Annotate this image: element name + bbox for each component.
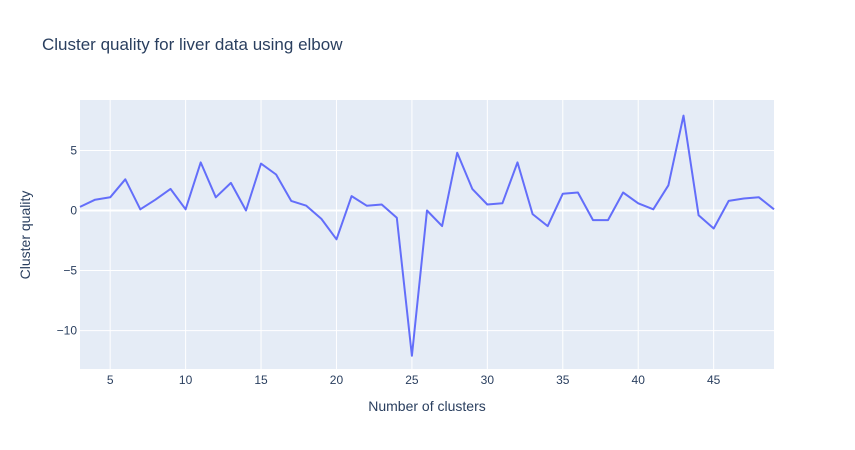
y-tick-label: −10 (57, 324, 78, 338)
y-axis-ticks: 5 0 −5 −10 (57, 143, 78, 337)
y-tick-label: 5 (70, 143, 77, 157)
x-tick-label: 10 (179, 373, 193, 387)
y-tick-label: 0 (70, 203, 77, 217)
x-tick-label: 5 (107, 373, 114, 387)
x-tick-label: 25 (405, 373, 419, 387)
x-tick-label: 40 (632, 373, 646, 387)
y-tick-label: −5 (63, 264, 77, 278)
series-layer (79, 114, 775, 357)
x-tick-label: 45 (707, 373, 721, 387)
x-axis-title: Number of clusters (368, 398, 485, 414)
x-axis-ticks: 5 10 15 20 25 30 35 40 45 (107, 373, 721, 387)
x-tick-label: 30 (481, 373, 495, 387)
chart-title: Cluster quality for liver data using elb… (42, 35, 343, 54)
x-tick-label: 35 (556, 373, 570, 387)
x-tick-label: 15 (254, 373, 268, 387)
x-tick-label: 20 (330, 373, 344, 387)
y-axis-title: Cluster quality (17, 191, 33, 280)
gridlines (80, 100, 774, 369)
series-line (79, 114, 775, 357)
plot-area (80, 100, 774, 369)
